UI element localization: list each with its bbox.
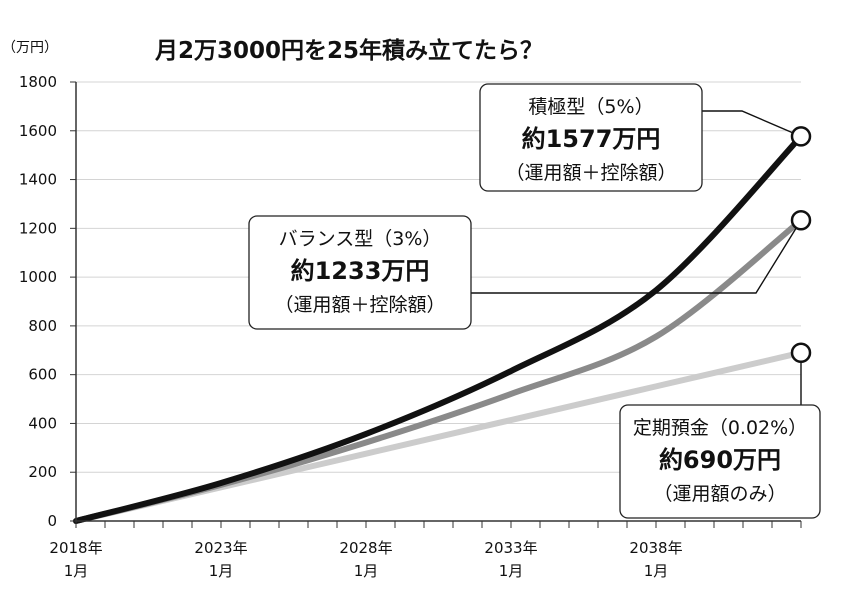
series-end-marker	[790, 342, 812, 363]
y-tick-label: 1400	[19, 171, 57, 189]
series-lines	[73, 133, 804, 524]
y-tick-label: 0	[47, 512, 57, 530]
callout-series-name: 定期預金（0.02%）	[633, 417, 807, 439]
callout-value: 約1233万円	[291, 257, 430, 285]
x-tick-label-year: 2028年	[339, 539, 392, 557]
y-axis-unit: （万円）	[2, 40, 58, 56]
x-tick-label-year: 2018年	[49, 539, 102, 557]
callout-connector	[471, 219, 802, 294]
y-tick-label: 1000	[19, 268, 57, 286]
callout-value: 約690万円	[659, 446, 781, 474]
x-tick-label-month: 1月	[64, 562, 89, 580]
callout-box	[619, 404, 821, 519]
y-tick-label: 200	[28, 463, 57, 481]
y-tick-label: 1200	[19, 219, 57, 237]
x-tick-label-month: 1月	[209, 562, 234, 580]
series-end-marker	[790, 210, 812, 231]
chart-title: 月2万3000円を25年積み立てたら？	[154, 37, 543, 64]
callout-1: 積極型（5%） 約1577万円 （運用額＋控除額）	[479, 83, 812, 192]
callout-note: （運用額＋控除額）	[505, 162, 676, 184]
series-line-1	[73, 133, 804, 524]
axes: 0 200 400 600 800 1000 1200 1400 1600 1800 2018年 1月…	[19, 73, 802, 580]
y-tick-label: 800	[28, 317, 57, 335]
callout-note: （運用額のみ）	[653, 483, 786, 505]
callout-value: 約1577万円	[522, 125, 661, 153]
callout-series-name: バランス型（3%）	[279, 228, 442, 250]
callout-box	[479, 83, 703, 192]
y-tick-label: 1800	[19, 73, 57, 91]
series-end-marker	[790, 126, 812, 147]
callout-3: 定期預金（0.02%） 約690万円 （運用額のみ）	[619, 342, 821, 519]
x-tick-label-year: 2023年	[194, 539, 247, 557]
callout-note: （運用額＋控除額）	[274, 294, 445, 316]
y-tick-label: 600	[28, 366, 57, 384]
y-tick-label: 1600	[19, 122, 57, 140]
x-tick-label-month: 1月	[354, 562, 379, 580]
callout-box	[248, 215, 472, 330]
callout-connector	[702, 110, 802, 138]
x-tick-label-month: 1月	[499, 562, 524, 580]
y-tick-label: 400	[28, 414, 57, 432]
callout-2: バランス型（3%） 約1233万円 （運用額＋控除額）	[248, 210, 812, 330]
x-tick-label-month: 1月	[644, 562, 669, 580]
callouts: 積極型（5%） 約1577万円 （運用額＋控除額） バランス型（3%） 約1233万円 （…	[248, 83, 821, 519]
x-tick-label-year: 2038年	[629, 539, 682, 557]
callout-series-name: 積極型（5%）	[528, 96, 653, 118]
x-tick-label-year: 2033年	[484, 539, 537, 557]
